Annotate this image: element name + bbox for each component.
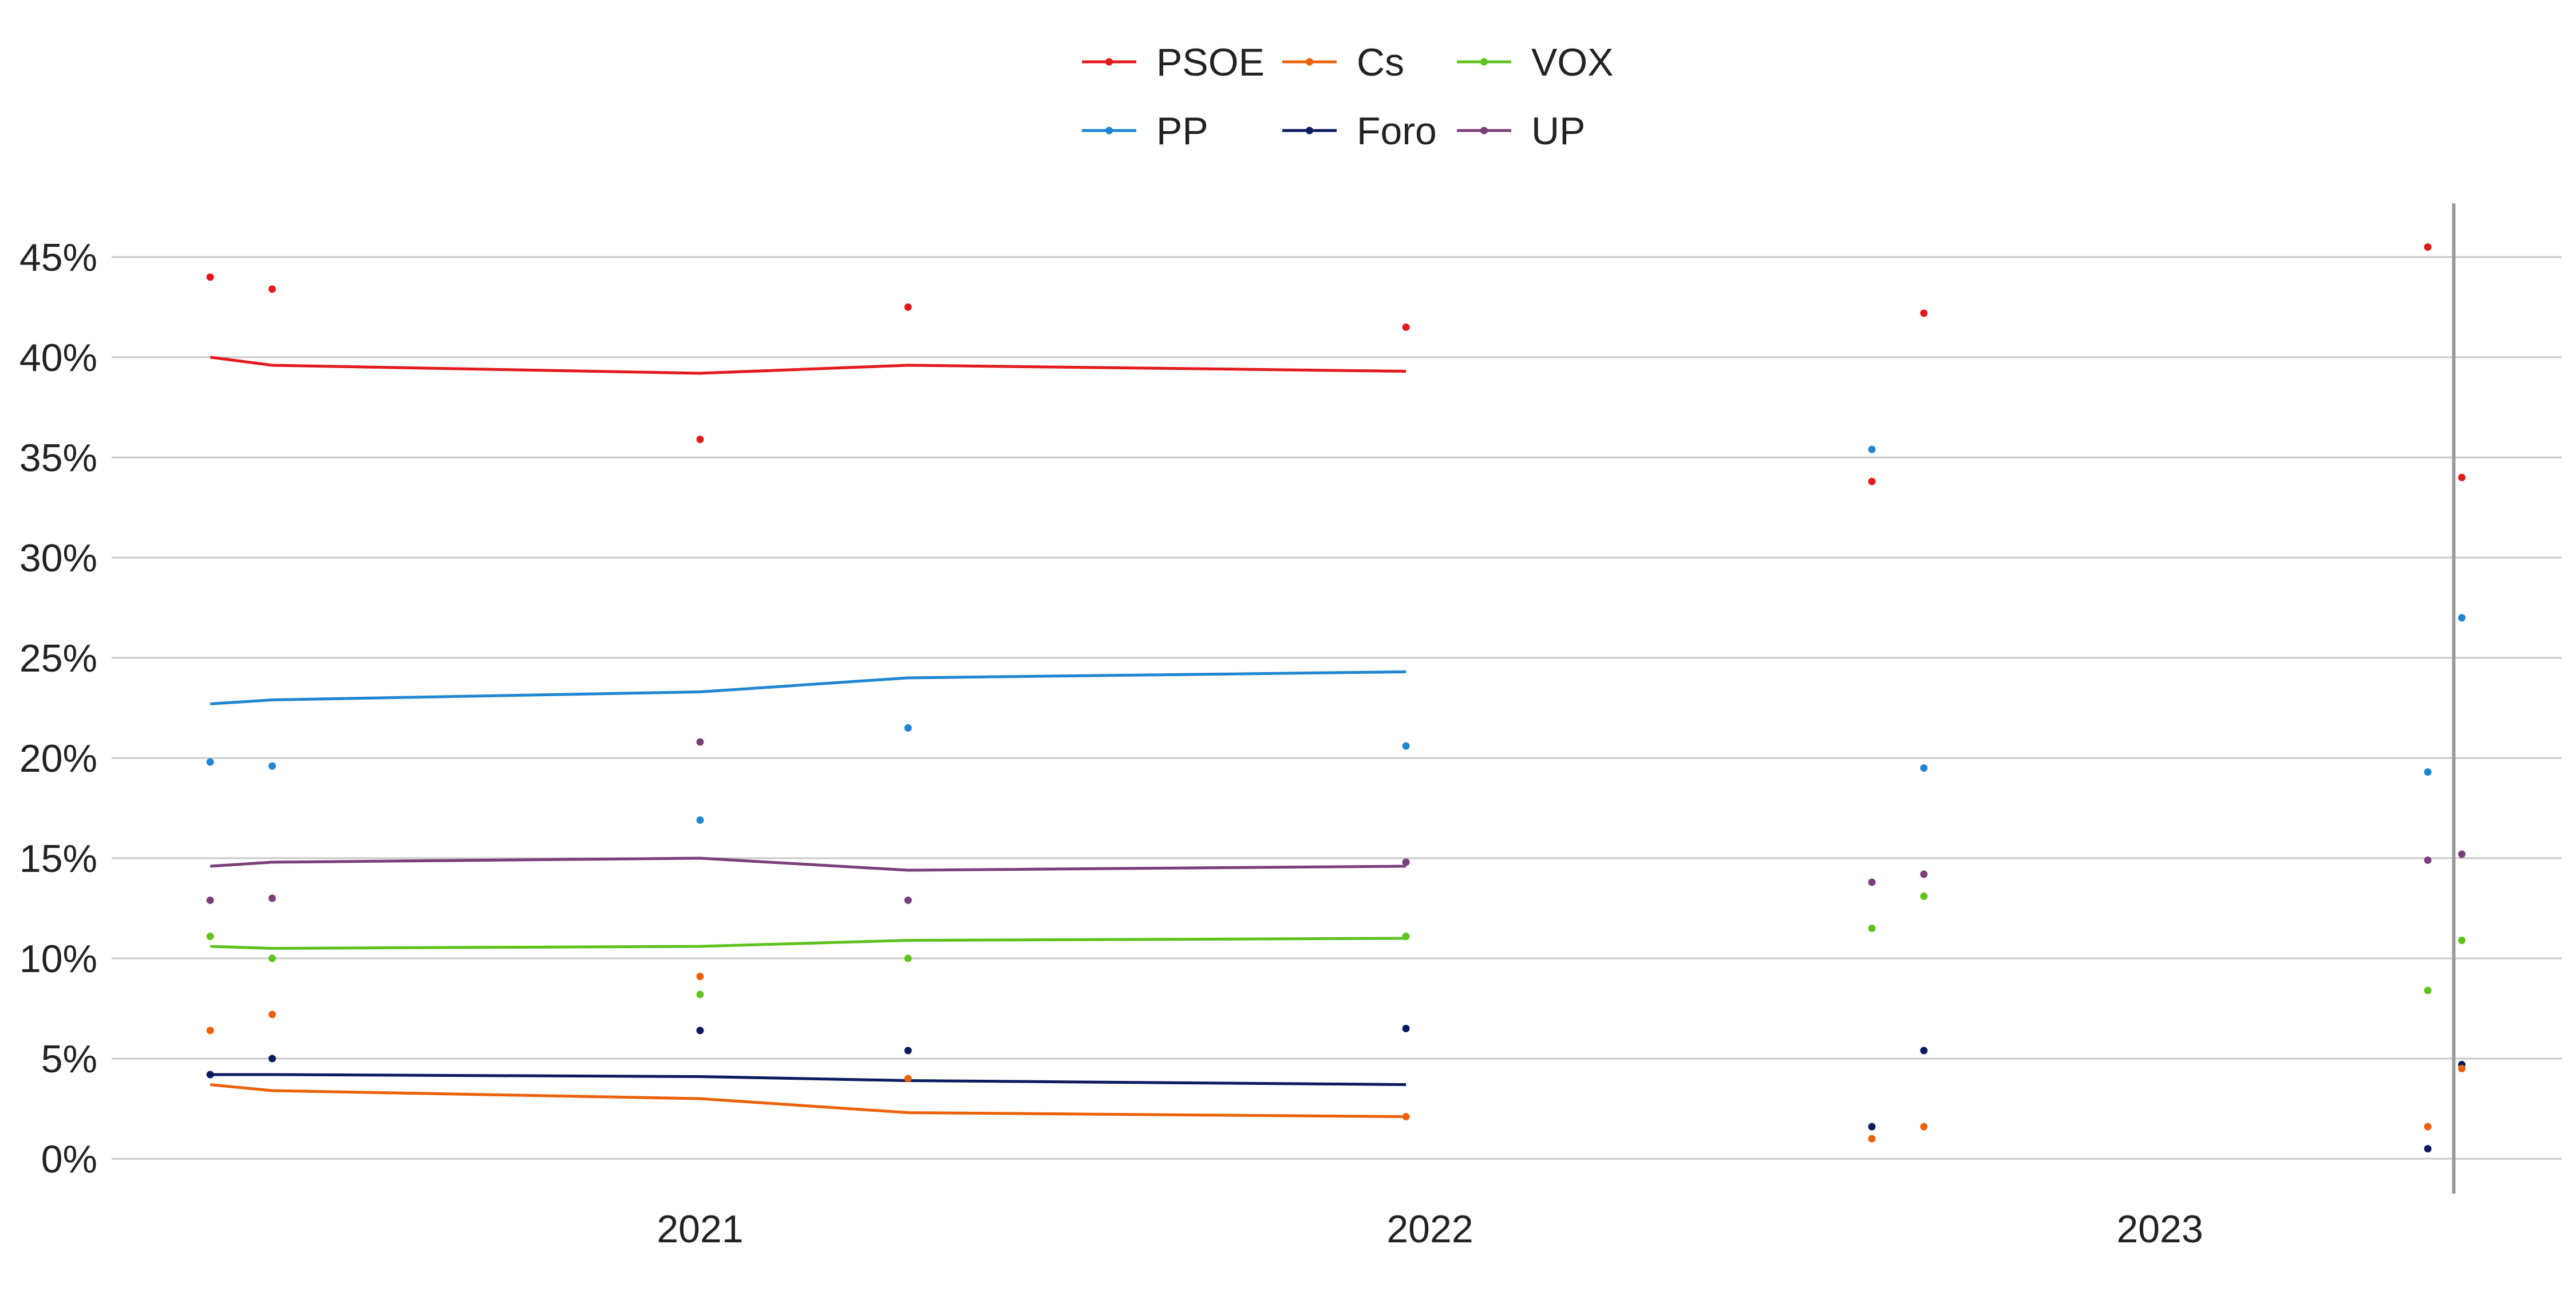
poll-point-foro bbox=[904, 1047, 912, 1055]
legend-label: VOX bbox=[1531, 41, 1614, 84]
poll-point-up bbox=[206, 897, 214, 904]
poll-point-up bbox=[1920, 870, 1928, 878]
y-tick-label: 45% bbox=[19, 236, 97, 279]
poll-point-pp bbox=[2424, 768, 2432, 776]
y-tick-label: 20% bbox=[19, 737, 97, 780]
poll-point-vox bbox=[696, 990, 704, 998]
legend-item-vox: VOX bbox=[1457, 41, 1614, 84]
poll-point-foro bbox=[206, 1071, 214, 1079]
y-tick-label: 30% bbox=[19, 536, 97, 580]
y-tick-label: 35% bbox=[19, 436, 97, 480]
legend-label: PP bbox=[1156, 109, 1208, 153]
legend-item-psoe: PSOE bbox=[1082, 41, 1265, 84]
poll-point-pp bbox=[696, 816, 704, 824]
trend-line-psoe bbox=[210, 356, 1406, 375]
poll-point-up bbox=[268, 894, 276, 902]
poll-point-psoe bbox=[904, 303, 912, 311]
legend-item-cs: Cs bbox=[1282, 41, 1404, 84]
poll-point-cs bbox=[2424, 1123, 2432, 1131]
y-tick-label: 40% bbox=[19, 336, 97, 380]
y-tick-label: 25% bbox=[19, 637, 97, 680]
poll-point-pp bbox=[1920, 764, 1928, 772]
legend-item-up: UP bbox=[1457, 109, 1585, 153]
poll-point-foro bbox=[1402, 1025, 1410, 1032]
poll-point-vox bbox=[1402, 933, 1410, 940]
y-tick-label: 15% bbox=[19, 837, 97, 881]
gridlines bbox=[112, 256, 2562, 1160]
x-tick-label: 2022 bbox=[1386, 1207, 1473, 1251]
trend-lines bbox=[210, 356, 1406, 1118]
poll-point-psoe bbox=[1402, 323, 1410, 331]
x-tick-label: 2021 bbox=[657, 1207, 743, 1251]
poll-point-psoe bbox=[206, 273, 214, 281]
poll-point-vox bbox=[904, 954, 912, 962]
legend-swatch-dot bbox=[1480, 58, 1488, 66]
poll-point-up bbox=[2458, 850, 2466, 858]
y-tick-label: 10% bbox=[19, 937, 97, 981]
legend-label: Foro bbox=[1357, 109, 1437, 153]
y-tick-label: 5% bbox=[41, 1037, 97, 1081]
poll-point-up bbox=[696, 738, 704, 746]
legend-swatch-dot bbox=[1306, 58, 1313, 66]
legend-label: UP bbox=[1531, 109, 1585, 153]
poll-point-pp bbox=[206, 758, 214, 766]
poll-point-foro bbox=[1868, 1123, 1876, 1131]
poll-point-up bbox=[904, 897, 912, 904]
y-tick-label: 0% bbox=[41, 1138, 97, 1181]
poll-point-cs bbox=[696, 973, 704, 980]
trend-line-up bbox=[210, 856, 1406, 872]
poll-point-pp bbox=[904, 724, 912, 732]
legend-item-pp: PP bbox=[1082, 109, 1208, 153]
trend-line-vox bbox=[210, 937, 1406, 950]
poll-point-pp bbox=[268, 762, 276, 770]
poll-point-pp bbox=[2458, 614, 2466, 622]
poll-point-vox bbox=[206, 933, 214, 940]
poll-point-cs bbox=[1920, 1123, 1928, 1131]
poll-point-up bbox=[2424, 856, 2432, 864]
legend-label: PSOE bbox=[1156, 41, 1265, 84]
poll-point-cs bbox=[904, 1075, 912, 1083]
poll-point-psoe bbox=[2424, 243, 2432, 251]
poll-point-vox bbox=[268, 954, 276, 962]
poll-point-psoe bbox=[268, 285, 276, 293]
poll-point-cs bbox=[1402, 1113, 1410, 1120]
poll-point-psoe bbox=[1920, 309, 1928, 317]
poll-point-foro bbox=[268, 1055, 276, 1063]
poll-point-cs bbox=[268, 1010, 276, 1018]
poll-point-pp bbox=[1402, 742, 1410, 750]
x-tick-label: 2023 bbox=[2116, 1207, 2203, 1251]
legend-item-foro: Foro bbox=[1282, 109, 1437, 153]
legend-label: Cs bbox=[1357, 41, 1404, 84]
legend: PSOE Cs VOX PP Foro UP bbox=[1082, 41, 1614, 153]
poll-point-up bbox=[1868, 878, 1876, 886]
poll-point-cs bbox=[2458, 1065, 2466, 1072]
poll-point-vox bbox=[1868, 925, 1876, 932]
y-axis: 0% 5% 10% 15% 20% 25% 30% 35% 40% 45% bbox=[19, 236, 97, 1181]
legend-swatch-dot bbox=[1105, 127, 1113, 135]
poll-point-psoe bbox=[696, 436, 704, 443]
legend-swatch-dot bbox=[1306, 127, 1313, 135]
poll-point-cs bbox=[1868, 1135, 1876, 1143]
poll-point-foro bbox=[1920, 1047, 1928, 1055]
trend-line-cs bbox=[210, 1083, 1406, 1118]
x-axis: 2021 2022 2023 bbox=[657, 1207, 2203, 1251]
poll-point-up bbox=[1402, 858, 1410, 866]
poll-points bbox=[206, 243, 2466, 1152]
poll-point-vox bbox=[1920, 893, 1928, 900]
trend-line-pp bbox=[210, 670, 1406, 705]
poll-point-foro bbox=[2424, 1145, 2432, 1152]
poll-point-vox bbox=[2424, 986, 2432, 994]
legend-swatch-dot bbox=[1105, 58, 1113, 66]
legend-swatch-dot bbox=[1480, 127, 1488, 135]
trend-line-foro bbox=[210, 1073, 1406, 1086]
poll-point-cs bbox=[206, 1027, 214, 1035]
poll-point-psoe bbox=[2458, 473, 2466, 481]
poll-point-psoe bbox=[1868, 477, 1876, 485]
poll-point-foro bbox=[696, 1027, 704, 1035]
poll-point-vox bbox=[2458, 937, 2466, 944]
poll-point-pp bbox=[1868, 445, 1876, 453]
